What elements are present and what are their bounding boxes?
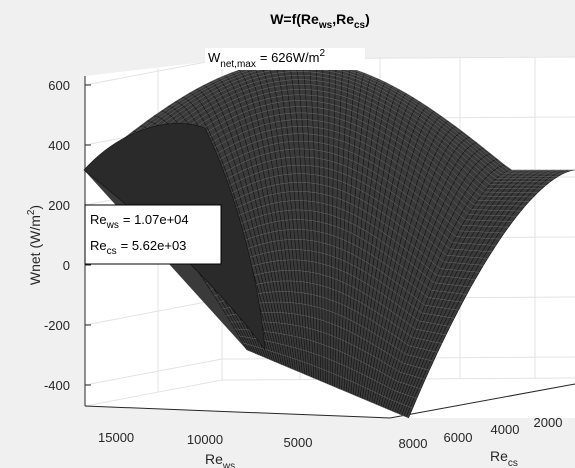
y-axis-label: Recs [490,448,518,468]
surface-mesh-line [234,328,422,390]
surface-mesh-line [242,342,413,409]
max-annotation: Wnet,max = 626W/m2 [205,48,365,70]
y-ticks: 8000 6000 4000 2000 [399,415,563,451]
z-gridline [84,356,575,386]
surface-mesh-line [238,335,417,399]
z-tick-label: -200 [44,318,70,333]
x-axis-label: Rews [205,451,235,468]
y-tick-label: 6000 [444,430,473,445]
z-tick-label: -400 [44,378,70,393]
datatip-line-rews: Rews = 1.07e+04 [90,212,189,231]
z-ticks: 600 400 200 0 -200 -400 [44,78,91,393]
surface-mesh-line [104,71,555,180]
z-tick-label: 400 [48,138,70,153]
z-axis-label: Wnet (W/m2) [26,205,43,285]
surface-mesh-line [230,321,426,380]
x-tick-label: 5000 [284,435,313,450]
surface-mesh-line [108,75,550,183]
y-tick-label: 2000 [534,415,563,430]
x-tick-label: 10000 [187,432,223,447]
z-tick-label: 200 [48,198,70,213]
svg-text:Wnet,max= 626W/m2: Wnet,max = 626W/m2 [208,48,325,70]
surface-mesh-line [100,67,559,177]
surface-mesh-line [246,349,409,419]
chart-title: W=f(Rews,Recs) [270,11,370,31]
x-tick-label: 15000 [98,430,134,445]
y-tick-label: 4000 [491,422,520,437]
z-tick-label: 0 [63,258,70,273]
datatip-line-recs: Recs = 5.62e+03 [90,238,186,257]
datatip[interactable]: Rews = 1.07e+04 Recs = 5.62e+03 [84,204,222,265]
y-tick-label: 8000 [399,436,428,451]
z-tick-label: 600 [48,78,70,93]
x-ticks: 15000 10000 5000 [98,430,312,450]
